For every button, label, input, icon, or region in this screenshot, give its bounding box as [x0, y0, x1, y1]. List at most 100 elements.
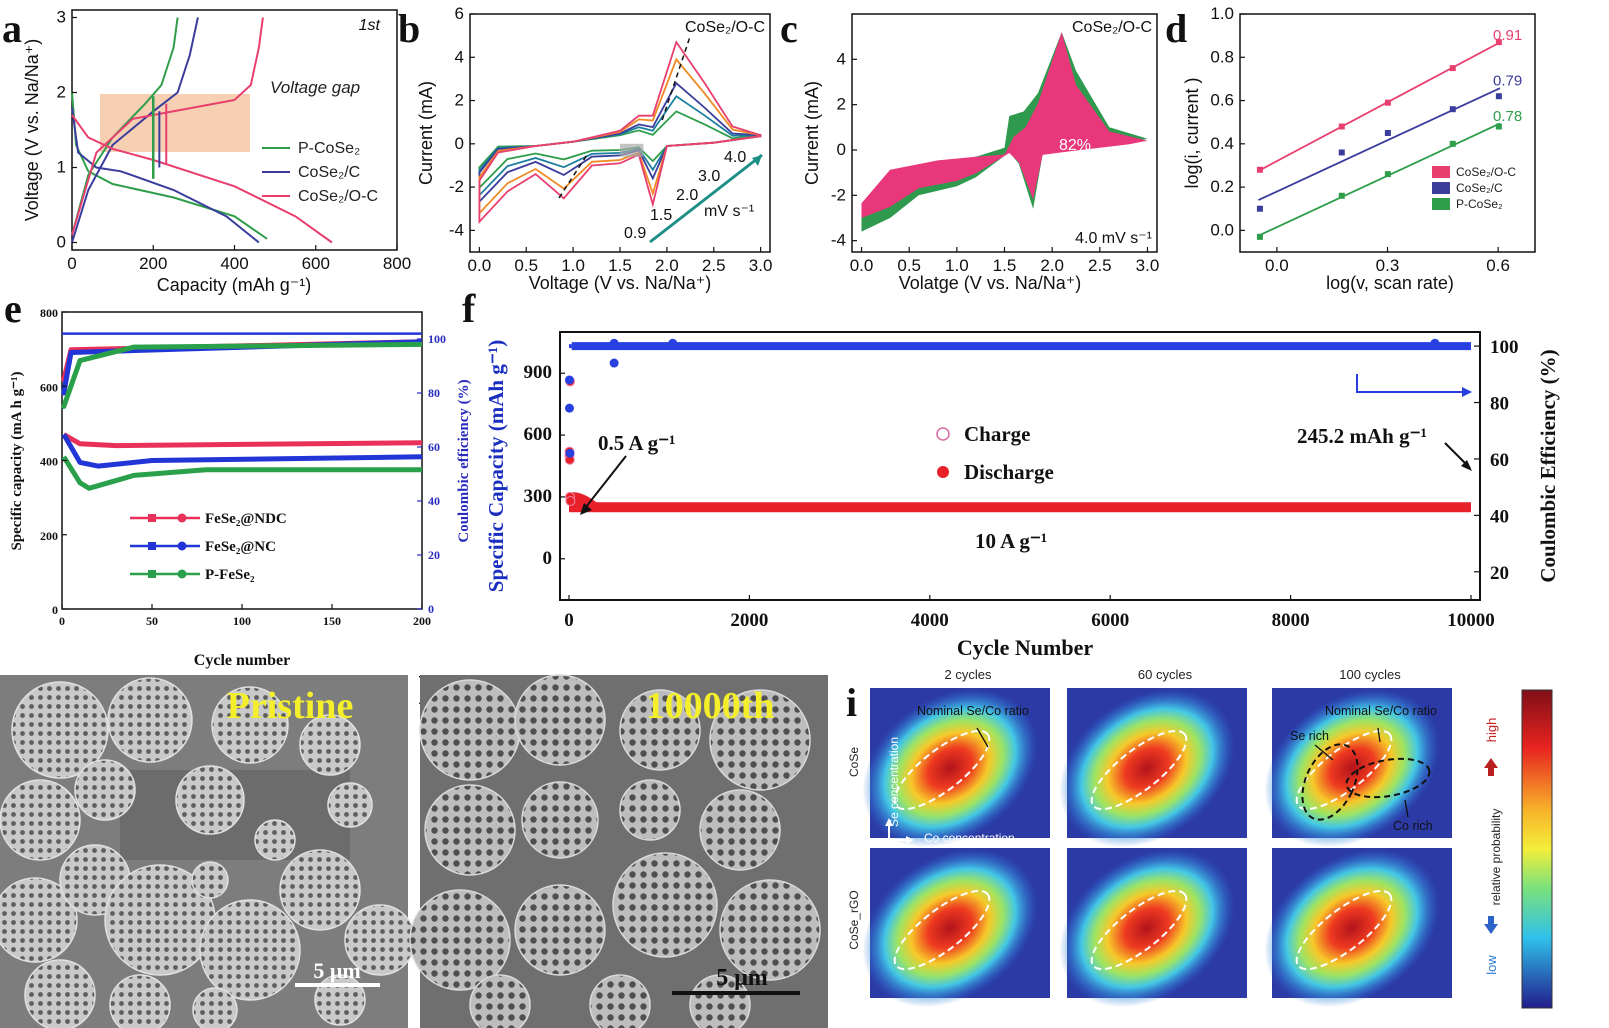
- panel-e-ytick-label: 200: [40, 529, 58, 543]
- heatmap-axis-up-head: [885, 818, 893, 826]
- panel-a-ytick-label: 0: [57, 233, 66, 252]
- panel-d-point-2-1: [1338, 192, 1345, 199]
- panel-f-ytick-label: 900: [524, 362, 553, 383]
- heatmap-blob-r1-c0: [862, 848, 1038, 1008]
- scan-rate-arrow-head: [752, 155, 762, 166]
- colorbar-label: relative probability: [1489, 809, 1503, 906]
- panel-label-e: e: [4, 286, 22, 331]
- colorbar-up-arrow-shaft: [1488, 768, 1494, 776]
- panel-e-xtick-label: 150: [323, 614, 341, 628]
- panel-label-d: d: [1165, 6, 1187, 51]
- panel-e-ce-point-2: [126, 345, 132, 351]
- panel-d-point-2-3: [1449, 140, 1456, 147]
- panel-b-ytick-label: 4: [455, 47, 464, 66]
- heatmap-nominal-arrow-3: [1377, 727, 1381, 743]
- panel-f-arrow-right-head: [1461, 460, 1472, 471]
- panel-c-xtick-label: 1.0: [945, 256, 969, 275]
- panel-e-ce-point-2: [93, 354, 99, 360]
- heatmap-col-3-label: 100 cycles: [1339, 667, 1401, 682]
- colorbar-down-arrow-icon: [1484, 924, 1498, 934]
- scan-rate-arrow: [649, 153, 763, 244]
- heatmap-nominal-ellipse-r0-c2: [1295, 729, 1393, 811]
- panel-b-ytick-label: 0: [455, 134, 464, 153]
- heatmap-col-2-label: 60 cycles: [1138, 667, 1193, 682]
- panel-e-ce-point-2: [82, 356, 88, 362]
- panel-d-xtick-label: 0.3: [1376, 256, 1400, 275]
- panel-f-ce-point-0: [564, 403, 574, 413]
- panel-b-ylabel: Current (mA): [416, 81, 436, 185]
- panel-label-c: c: [780, 6, 798, 51]
- panel-f-xtick-label: 8000: [1272, 610, 1310, 631]
- panel-a-legend-label-2: CoSe₂/O-C: [298, 188, 378, 205]
- heatmap-nominal-ellipse-r1-c2: [1295, 889, 1393, 971]
- panel-e-legend-circle-1: [177, 541, 187, 551]
- panel-e-ce-point-1: [61, 390, 67, 396]
- panel-d-point-1-2: [1384, 130, 1391, 136]
- panel-f-ce-point-3: [609, 358, 619, 368]
- panel-label-a: a: [2, 6, 22, 51]
- panel-b-scan-unit: mV s⁻¹: [704, 203, 754, 220]
- panel-e-capacity-line-0: [62, 432, 423, 449]
- panel-e-ytick-label: 400: [40, 455, 58, 469]
- panel-b-cv-curve-4: [478, 40, 762, 224]
- panel-e-ce-point-2: [109, 350, 115, 355]
- panel-e-ce-point-1: [93, 349, 99, 355]
- panel-d-legend-swatch-1: [1432, 182, 1450, 194]
- heatmap-blob-r1-c2: [1264, 848, 1440, 1008]
- panel-e-ylabel: Specific capacity (mA h g⁻¹): [9, 371, 25, 550]
- panel-d-legend-swatch-0: [1432, 166, 1450, 178]
- panel-e-y2tick-label: 20: [428, 548, 440, 562]
- panel-f-ce-point-4: [668, 338, 678, 348]
- heatmap-axis-right-head: [906, 836, 914, 844]
- panel-d-slope-label-0: 0.91: [1493, 27, 1522, 44]
- heatmap-row-1-label: CoSe: [847, 747, 861, 777]
- panel-e-xtick-label: 100: [233, 614, 251, 628]
- heatmap-nominal-label-3: Nominal Se/Co ratio: [1325, 704, 1437, 718]
- panel-c-capacitive-area: [861, 32, 1148, 218]
- panel-e-xtick-label: 50: [146, 614, 158, 628]
- panel-e-ce-point-2: [66, 388, 72, 394]
- panel-d-legend-label-2: P-CoSe₂: [1456, 197, 1503, 211]
- panel-c-scan-label: 4.0 mV s⁻¹: [1075, 230, 1152, 247]
- panel-c-title: CoSe₂/O-C: [1072, 19, 1152, 36]
- panel-e-y2label: Coulombic efficiency (%): [456, 379, 472, 542]
- panel-d-point-0-1: [1338, 123, 1345, 130]
- panel-c-xtick-label: 0.0: [850, 256, 874, 275]
- panel-e-y2tick-label: 0: [428, 602, 434, 616]
- heatmap-nominal-ellipse-r0-c1: [1090, 729, 1188, 811]
- panel-f-capacity-point-5: [565, 496, 576, 507]
- sem-g-label: Pristine: [227, 685, 354, 727]
- heatmap-se-rich-arrow: [1314, 744, 1334, 761]
- panel-d-xtick-label: 0.0: [1265, 256, 1289, 275]
- panel-b-xtick-label: 1.5: [608, 256, 632, 275]
- heatmap-nominal-ellipse-r1-c1: [1090, 889, 1188, 971]
- panel-a-ytick-label: 3: [57, 8, 66, 27]
- panel-e-ce-point-2: [120, 347, 126, 353]
- panel-a-xtick-label: 0: [67, 254, 76, 273]
- panel-b-scan-rate-4: 4.0: [724, 149, 746, 166]
- panel-c-ylabel: Current (mA): [802, 81, 822, 185]
- panel-f-y2tick-label: 100: [1490, 337, 1519, 358]
- panel-d-xlabel: log(v, scan rate): [1326, 273, 1454, 293]
- heatmap-nominal-ellipse-r0-c0: [893, 729, 991, 811]
- panel-f-y2tick-label: 60: [1490, 450, 1509, 471]
- heatmap-co-rich-ellipse: [1345, 757, 1431, 799]
- panel-d-ylabel: log(i, current ): [1182, 77, 1202, 188]
- panel-e-ce-point-2: [115, 348, 121, 354]
- panel-d-point-2-0: [1256, 233, 1263, 240]
- heatmap-co-rich-label: Co rich: [1393, 819, 1433, 833]
- panel-d-point-1-0: [1256, 205, 1263, 212]
- panel-label-b: b: [398, 6, 420, 51]
- panel-e-ce-point-2: [104, 351, 110, 357]
- panel-e-xtick-label: 200: [413, 614, 431, 628]
- panel-c-xtick-label: 1.5: [993, 256, 1017, 275]
- panel-b-ytick-label: -2: [449, 177, 464, 196]
- panel-e-legend-label-0: FeSe₂@NDC: [205, 511, 287, 527]
- panel-d-slope-label-1: 0.79: [1493, 73, 1522, 90]
- heatmap-blob-r0-c2: [1264, 688, 1440, 848]
- panel-e-ce-point-1: [82, 349, 88, 355]
- panel-d-chart: 0.91 0.79 0.78 0.0 0.3 0.6 0.0 0.2 0.4 0.6 0.8 1.0…: [1182, 4, 1536, 293]
- panel-e-legend-label-2: P-FeSe₂: [205, 567, 255, 583]
